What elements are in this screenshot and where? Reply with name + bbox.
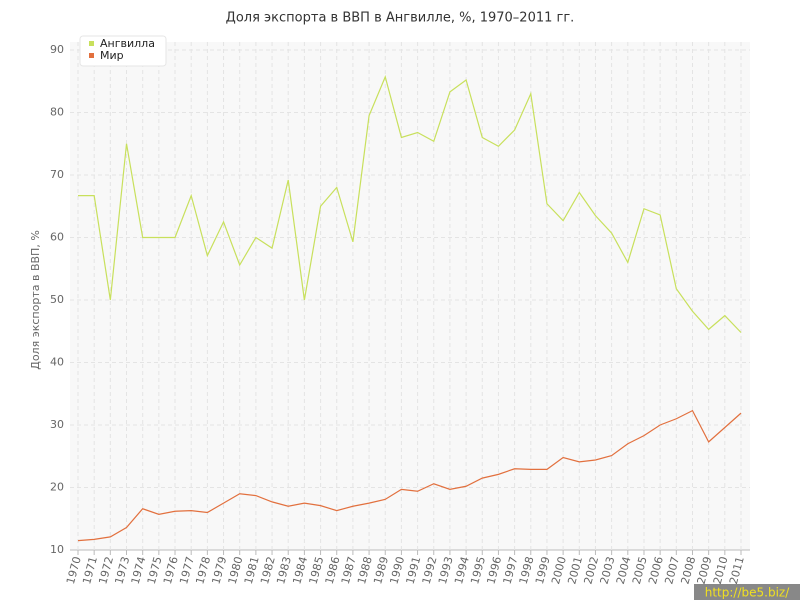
chart-title: Доля экспорта в ВВП в Ангвилле, %, 1970–… xyxy=(226,11,575,26)
legend-swatch xyxy=(89,53,94,58)
watermark-bg xyxy=(694,584,800,600)
legend-label: Мир xyxy=(100,49,124,62)
y-axis-label: Доля экспорта в ВВП, % xyxy=(29,230,42,370)
watermark: http://be5.biz/ xyxy=(705,586,790,600)
y-tick-label: 40 xyxy=(50,356,64,369)
legend-swatch xyxy=(89,41,94,46)
series-line xyxy=(77,409,742,542)
legend-box xyxy=(79,35,167,67)
y-tick-label: 50 xyxy=(50,293,64,306)
y-tick-label: 20 xyxy=(50,481,64,494)
y-tick-label: 70 xyxy=(50,168,64,181)
y-tick-label: 90 xyxy=(50,43,64,56)
legend-label: Ангвилла xyxy=(100,37,155,50)
y-tick-label: 80 xyxy=(50,106,64,119)
y-tick-label: 10 xyxy=(50,543,64,556)
y-tick-label: 60 xyxy=(50,231,64,244)
y-tick-label: 30 xyxy=(50,418,64,431)
series-line xyxy=(78,75,742,333)
plot-area xyxy=(70,42,750,550)
